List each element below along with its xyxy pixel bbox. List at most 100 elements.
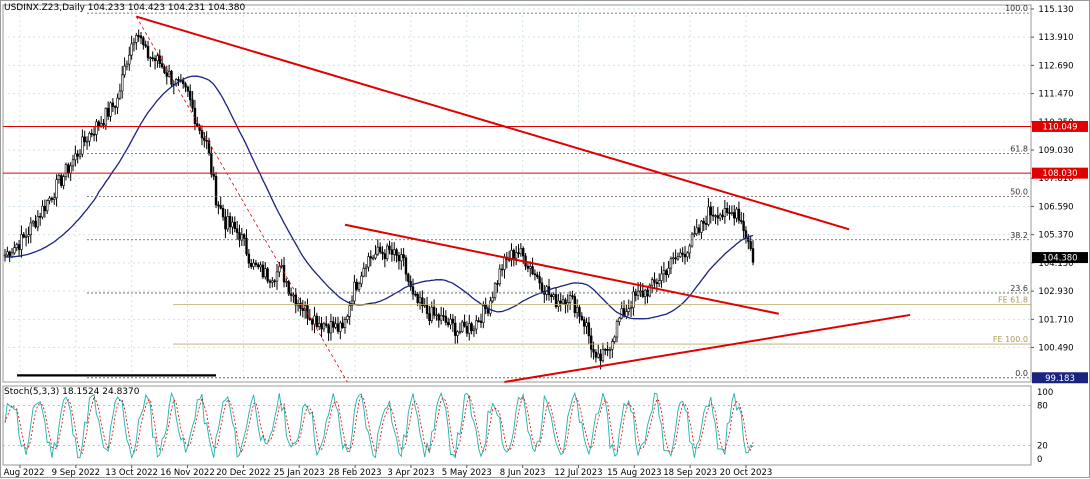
fib-label: 100.0 [1005, 4, 1028, 13]
candle-body [395, 249, 398, 256]
candle-body [160, 63, 164, 68]
candle-body [472, 328, 476, 332]
candle-body [182, 80, 185, 84]
candle-body [3, 254, 7, 257]
candle-body [432, 306, 436, 316]
x-tick-label: 13 Oct 2022 [105, 468, 158, 478]
candle-body [118, 90, 122, 99]
candle-body [594, 351, 598, 358]
candle-body [13, 247, 16, 254]
x-tick-label: 25 Jan 2023 [274, 468, 325, 478]
candle-body [676, 256, 680, 260]
candle-body [423, 304, 426, 307]
candle-body [470, 323, 473, 332]
candle-body [517, 252, 520, 255]
candle-body [540, 282, 544, 292]
candle-body [360, 275, 363, 285]
candle-body [700, 220, 703, 233]
moving-average-line [4, 75, 754, 320]
candle-body [250, 262, 253, 267]
x-tick-label: 9 Sep 2022 [52, 468, 100, 478]
y-tick-label: 105.370 [1038, 231, 1073, 241]
candle-body [60, 175, 63, 186]
candle-body [463, 321, 466, 327]
candle-body [357, 283, 361, 290]
candle-body [695, 227, 698, 235]
candle-body [500, 268, 504, 271]
candle-body [735, 208, 738, 219]
candle-body [371, 257, 375, 260]
candle-body [186, 86, 190, 92]
x-tick-label: 3 Apr 2023 [387, 468, 434, 478]
candle-body [78, 153, 82, 157]
candle-body [85, 140, 89, 143]
candle-body [228, 216, 232, 228]
candle-body [367, 256, 370, 268]
candle-body [264, 268, 267, 278]
candle-body [479, 320, 483, 323]
candle-body [123, 65, 126, 76]
stoch-label: Stoch(5,3,3) 18.1524 24.8370 [4, 387, 140, 397]
fib-levels: 100.0 61.8 50.0 38.2 23.6 0.0 FE 61.8 FE 100.0 [87, 4, 1031, 379]
candle-body [721, 214, 724, 218]
candle-body [62, 176, 65, 186]
candle-body [641, 290, 644, 297]
candle-body [571, 295, 574, 297]
candle-body [554, 294, 558, 307]
fib-label: 0.0 [1015, 369, 1028, 378]
candle-body [393, 249, 396, 255]
candle-body [273, 280, 276, 283]
candle-body [348, 305, 351, 317]
candle-body [653, 279, 656, 283]
candle-body [332, 321, 335, 328]
candle-body [318, 323, 321, 327]
candle-body [374, 253, 377, 259]
fib-label: 61.8 [1010, 144, 1028, 153]
candle-body [491, 297, 494, 302]
candle-body [285, 281, 288, 283]
y-tick-label: 101.710 [1038, 315, 1073, 325]
candle-body [444, 316, 448, 323]
candle-body [104, 108, 108, 126]
x-tick-label: 28 Feb 2023 [329, 468, 382, 478]
candle-body [252, 262, 255, 267]
candle-body [409, 281, 412, 288]
fe-label: FE 61.8 [998, 296, 1028, 305]
candle-body [46, 200, 49, 212]
candle-body [149, 57, 152, 59]
candle-body [156, 55, 159, 62]
candle-body [496, 283, 499, 285]
candle-body [142, 37, 145, 46]
x-tick-label: 20 Dec 2022 [216, 468, 270, 478]
candle-body [512, 249, 516, 259]
candle-body [189, 90, 192, 101]
candle-body [650, 279, 654, 286]
candle-body [31, 220, 35, 224]
candle-body [421, 297, 424, 307]
price-marker-label: 99.183 [1045, 374, 1075, 384]
candle-body [397, 255, 401, 262]
candle-body [364, 266, 368, 269]
y-tick-label: 113.910 [1038, 33, 1073, 43]
candle-body [381, 251, 384, 255]
candle-body [310, 319, 314, 325]
candle-body [22, 234, 25, 238]
candle-body [177, 79, 180, 81]
symbol-label: USDINX.Z23,Daily 104.233 104.423 104.231… [4, 3, 246, 13]
candle-body [590, 335, 593, 350]
candle-body [683, 254, 687, 258]
lower-trend-line [504, 313, 911, 383]
candle-body [99, 123, 103, 127]
fib-label: 50.0 [1010, 188, 1028, 197]
candle-body [151, 57, 154, 59]
y-tick-label: 107.810 [1038, 174, 1073, 184]
candle-body [257, 264, 260, 268]
candle-body [514, 252, 518, 259]
candle-body [240, 234, 244, 241]
candle-body [702, 220, 705, 224]
candle-body [606, 349, 609, 351]
candle-body [111, 102, 115, 107]
fib-label: 23.6 [1010, 284, 1028, 293]
